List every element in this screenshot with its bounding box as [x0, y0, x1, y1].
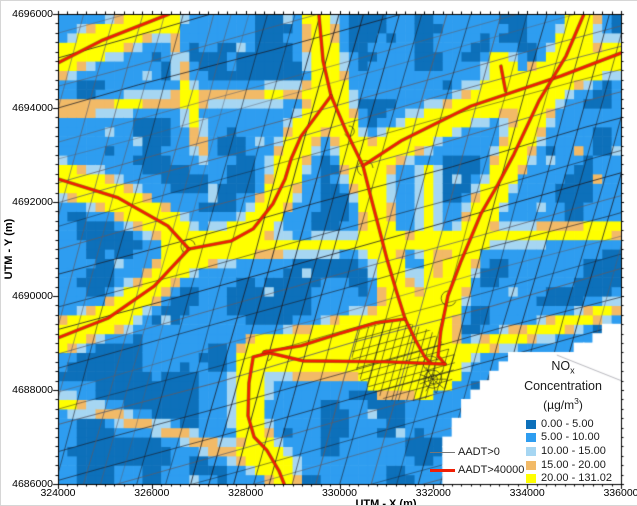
- road-legend-line-swatch: [430, 451, 455, 453]
- legend-class-swatch: [526, 446, 536, 456]
- legend-class-rows: 0.00 - 5.00 5.00 - 10.00 10.00 - 15.00 15.0…: [507, 418, 619, 486]
- y-tick-label: 4696000: [12, 8, 53, 20]
- legend-units: (µg/m3): [543, 395, 583, 412]
- y-tick-label: 4688000: [12, 384, 53, 396]
- legend-class-label: 10.00 - 15.00: [541, 444, 606, 457]
- x-tick-label: 330000: [321, 487, 358, 499]
- legend-class-row: 0.00 - 5.00: [526, 418, 619, 432]
- legend-class-row: 20.00 - 131.02: [526, 472, 619, 486]
- x-tick-label: 328000: [228, 487, 264, 499]
- legend-title-line2: Concentration: [524, 378, 602, 393]
- x-tick-label: 326000: [134, 487, 170, 499]
- legend-class-label: 20.00 - 131.02: [541, 472, 612, 485]
- legend-class-swatch: [526, 474, 536, 484]
- x-tick-label: 332000: [415, 487, 451, 499]
- road-legend-label: AADT>0: [458, 446, 500, 458]
- legend-class-swatch: [526, 419, 536, 429]
- legend-class-row: 5.00 - 10.00: [526, 431, 619, 445]
- y-tick-label: 4686000: [12, 478, 53, 490]
- y-tick-label: 4692000: [12, 196, 53, 208]
- x-tick-label: 334000: [509, 487, 545, 499]
- y-tick-label: 4694000: [12, 102, 53, 114]
- road-legend-row: AADT>0: [430, 443, 524, 461]
- x-axis-title: UTM - X (m): [355, 498, 417, 506]
- legend-class-label: 15.00 - 20.00: [541, 458, 606, 471]
- road-legend: AADT>0 AADT>40000: [430, 443, 524, 479]
- legend-class-swatch: [526, 433, 536, 443]
- legend-class-row: 10.00 - 15.00: [526, 445, 619, 459]
- x-tick-label: 324000: [40, 487, 76, 499]
- legend-class-swatch: [526, 460, 536, 470]
- road-legend-line-swatch: [430, 468, 455, 472]
- legend-class-label: 5.00 - 10.00: [541, 431, 600, 444]
- road-legend-row: AADT>40000: [430, 461, 524, 479]
- legend-class-label: 0.00 - 5.00: [541, 417, 594, 430]
- legend-class-row: 15.00 - 20.00: [526, 458, 619, 472]
- nox-legend: NOx Concentration (µg/m3) 0.00 - 5.00 5.0…: [507, 359, 619, 485]
- legend-title: NOx: [551, 359, 575, 376]
- y-tick-label: 4690000: [12, 290, 53, 302]
- x-tick-label: 336000: [603, 487, 637, 499]
- road-legend-label: AADT>40000: [458, 464, 525, 476]
